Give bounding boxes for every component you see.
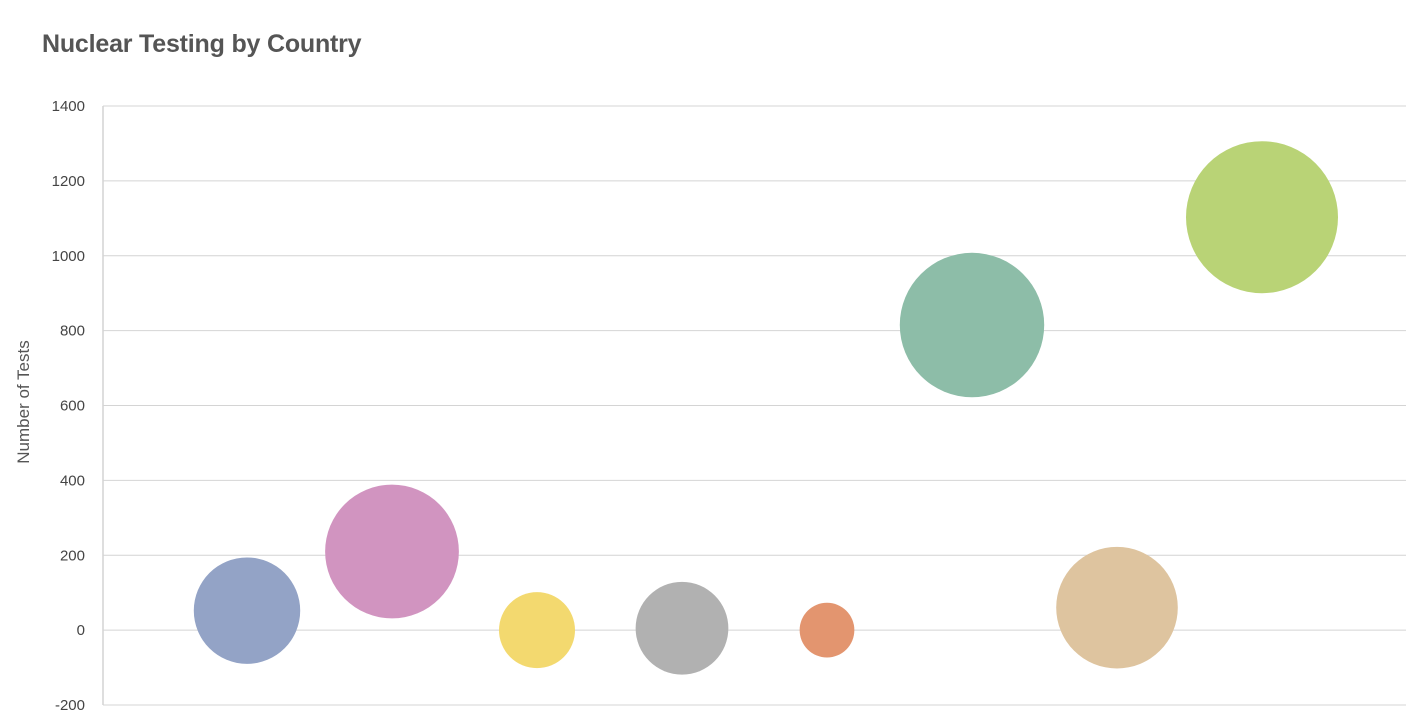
y-tick-label: 1000	[52, 248, 85, 265]
bubble-point[interactable]	[799, 602, 855, 658]
y-tick-label: 0	[77, 622, 85, 639]
gridlines	[102, 105, 1406, 706]
bubble-point[interactable]	[1056, 546, 1178, 669]
y-tick-labels: 1400 1200 1000 800 600 400 200 0 -200	[52, 98, 85, 714]
y-tick-label: 800	[60, 323, 85, 340]
y-tick-label: -200	[55, 697, 85, 714]
bubble-point[interactable]	[193, 557, 301, 664]
chart-title: Nuclear Testing by Country	[42, 30, 362, 58]
bubble-point[interactable]	[499, 592, 575, 669]
bubble-point[interactable]	[1186, 141, 1338, 294]
y-tick-label: 400	[60, 472, 85, 489]
bubble-point[interactable]	[899, 252, 1045, 398]
bubbles	[193, 141, 1338, 675]
y-tick-label: 200	[60, 547, 85, 564]
bubble-point[interactable]	[635, 581, 729, 675]
y-tick-label: 1200	[52, 173, 85, 190]
bubble-point[interactable]	[325, 484, 459, 619]
y-tick-label: 1400	[52, 98, 85, 115]
y-tick-label: 600	[60, 398, 85, 415]
